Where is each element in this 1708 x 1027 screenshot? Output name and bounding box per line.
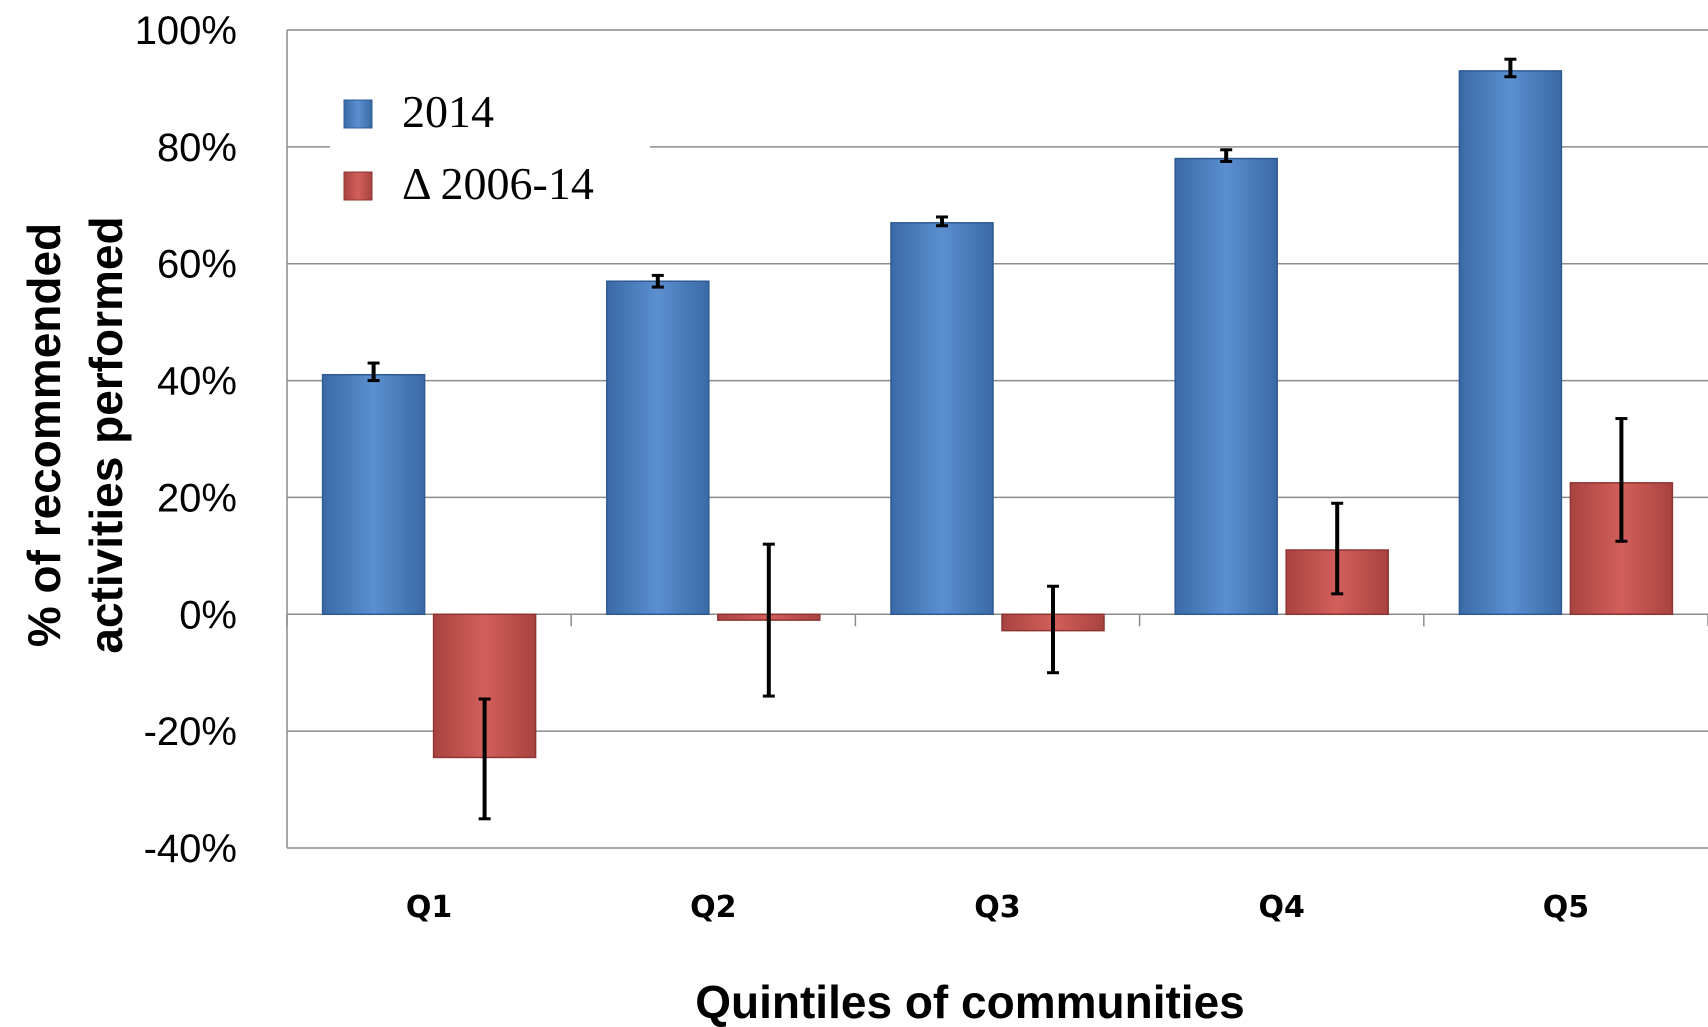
legend-label-2014: 2014 [402, 86, 494, 137]
error-bar-delta-q3 [1047, 584, 1059, 675]
x-tick-label: Q5 [1543, 890, 1589, 925]
error-bar-2014-q2 [651, 273, 664, 289]
y-tick-label: 60% [157, 243, 237, 287]
error-bar-2014-q1 [367, 361, 380, 383]
tick-labels: -40% -20% 0% 20% 40% 60% 80% 100% Q1 Q2 Q3 Q4 Q5 [135, 9, 1589, 925]
y-tick-label: 20% [157, 476, 237, 520]
error-bars [367, 57, 1628, 821]
x-tick-label: Q1 [406, 890, 452, 925]
x-tick-label: Q3 [974, 890, 1020, 925]
bars [321, 70, 1674, 759]
y-axis-title-line-1: % of recommended [18, 223, 70, 647]
legend-background [330, 70, 650, 220]
bar-2014-q5 [1458, 70, 1563, 616]
x-axis-title: Quintiles of communities [695, 976, 1245, 1027]
y-tick-label: 0% [179, 593, 237, 637]
y-tick-label: -20% [144, 710, 237, 754]
error-bar-2014-q4 [1220, 148, 1233, 163]
error-bar-delta-q1 [478, 697, 491, 821]
legend: 2014 Δ 2006-14 [330, 70, 650, 220]
x-tick-label: Q2 [690, 890, 736, 925]
error-bar-delta-q2 [762, 542, 775, 698]
y-axis-title-line-2: activities performed [80, 216, 132, 653]
legend-swatch-delta [343, 171, 373, 201]
y-tick-label: 40% [157, 360, 237, 404]
error-bar-delta-q4 [1331, 501, 1344, 596]
bar-2014-q2 [606, 280, 710, 616]
error-bar-2014-q5 [1504, 57, 1517, 79]
y-tick-label: 100% [135, 9, 237, 53]
legend-label-delta: Δ 2006-14 [402, 158, 594, 209]
y-tick-label: -40% [144, 827, 237, 871]
bar-2014-q1 [321, 373, 426, 616]
y-axis-title: % of recommended activities performed [18, 216, 132, 653]
y-tick-label: 80% [157, 126, 237, 170]
legend-swatch-2014 [343, 99, 373, 129]
error-bar-delta-q5 [1615, 417, 1628, 543]
error-bar-2014-q3 [936, 215, 948, 228]
x-tick-label: Q4 [1259, 890, 1305, 925]
bar-2014-q4 [1174, 157, 1278, 616]
bar-2014-q3 [890, 222, 994, 616]
